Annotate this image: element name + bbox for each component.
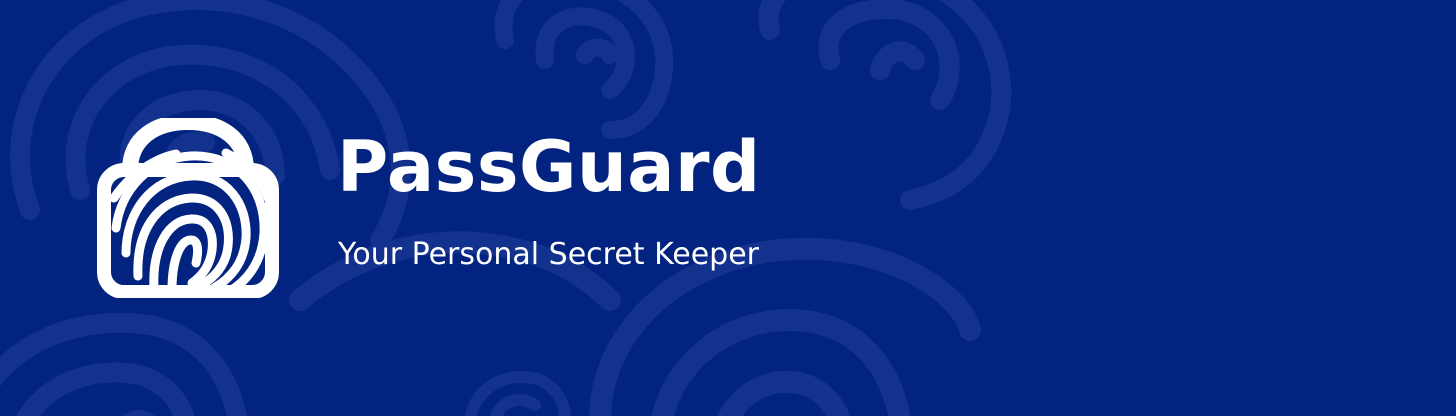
brand-title: PassGuard xyxy=(337,126,761,208)
brand-tagline: Your Personal Secret Keeper xyxy=(338,237,759,272)
fingerprint-lock-icon xyxy=(97,118,279,298)
